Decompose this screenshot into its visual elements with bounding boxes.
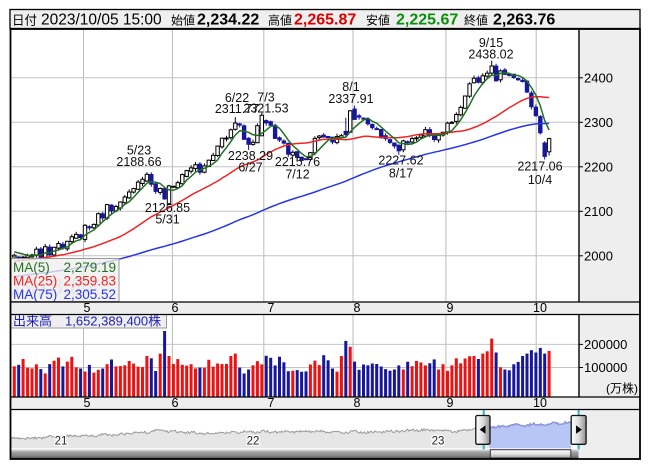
svg-text:200000: 200000 <box>584 337 627 352</box>
svg-text:2,234.22: 2,234.22 <box>197 12 259 29</box>
svg-text:7: 7 <box>268 301 275 315</box>
svg-text:2321.53: 2321.53 <box>243 102 288 116</box>
svg-text:2100: 2100 <box>584 204 613 219</box>
svg-text:10: 10 <box>533 301 547 315</box>
svg-text:7: 7 <box>268 396 275 410</box>
svg-text:2188.66: 2188.66 <box>116 155 161 169</box>
svg-text:7/12: 7/12 <box>285 168 309 182</box>
svg-text:安値: 安値 <box>366 13 390 28</box>
svg-text:6/27: 6/27 <box>238 161 262 175</box>
svg-text:2337.91: 2337.91 <box>328 92 373 106</box>
svg-text:9: 9 <box>447 396 454 410</box>
svg-text:2126.85: 2126.85 <box>145 201 190 215</box>
svg-text:MA(75): MA(75) <box>13 287 57 302</box>
svg-text:7/3: 7/3 <box>257 91 274 105</box>
svg-text:2227.62: 2227.62 <box>378 154 423 168</box>
svg-text:2238.29: 2238.29 <box>228 149 273 163</box>
svg-text:2023/10/05 15:00: 2023/10/05 15:00 <box>41 12 162 29</box>
svg-text:22: 22 <box>247 436 260 448</box>
svg-text:2,305.52: 2,305.52 <box>63 287 116 302</box>
svg-text:高値: 高値 <box>268 13 292 28</box>
svg-text:(万株): (万株) <box>606 381 638 396</box>
svg-text:8: 8 <box>354 396 361 410</box>
svg-text:6/22: 6/22 <box>225 91 249 105</box>
svg-text:終値: 終値 <box>464 13 488 28</box>
svg-text:23: 23 <box>432 436 445 448</box>
svg-text:日付: 日付 <box>12 14 37 28</box>
svg-text:2217.06: 2217.06 <box>517 160 562 174</box>
svg-text:MA(5): MA(5) <box>13 260 50 275</box>
svg-text:2,225.67: 2,225.67 <box>396 12 458 29</box>
svg-text:5: 5 <box>84 396 91 410</box>
svg-text:6: 6 <box>172 301 179 315</box>
svg-text:9/15: 9/15 <box>479 36 503 50</box>
svg-text:2400: 2400 <box>584 70 613 85</box>
svg-text:2215.76: 2215.76 <box>275 155 320 169</box>
svg-text:2200: 2200 <box>584 159 613 174</box>
svg-text:出来高 1,652,389,400株: 出来高 1,652,389,400株 <box>13 314 161 329</box>
svg-text:6: 6 <box>172 396 179 410</box>
svg-text:100000: 100000 <box>584 360 627 375</box>
svg-text:2,265.87: 2,265.87 <box>294 12 356 29</box>
svg-text:8/17: 8/17 <box>389 167 413 181</box>
svg-text:5/31: 5/31 <box>155 213 179 227</box>
svg-text:2311.77: 2311.77 <box>215 102 259 116</box>
svg-text:2438.02: 2438.02 <box>468 48 513 62</box>
svg-text:8: 8 <box>354 301 361 315</box>
svg-text:2300: 2300 <box>584 115 613 130</box>
svg-text:5/23: 5/23 <box>127 144 151 158</box>
svg-text:9: 9 <box>447 301 454 315</box>
svg-text:始値: 始値 <box>171 13 195 28</box>
svg-text:8/1: 8/1 <box>342 80 359 94</box>
svg-text:21: 21 <box>55 436 68 448</box>
svg-text:5: 5 <box>84 301 91 315</box>
svg-text:2000: 2000 <box>584 248 613 263</box>
svg-text:10: 10 <box>533 396 547 410</box>
svg-text:MA(25): MA(25) <box>13 274 57 289</box>
svg-text:2,359.83: 2,359.83 <box>63 274 116 289</box>
svg-text:2,263.76: 2,263.76 <box>493 12 555 29</box>
svg-text:10/4: 10/4 <box>528 173 552 187</box>
svg-text:2,279.19: 2,279.19 <box>63 260 116 275</box>
